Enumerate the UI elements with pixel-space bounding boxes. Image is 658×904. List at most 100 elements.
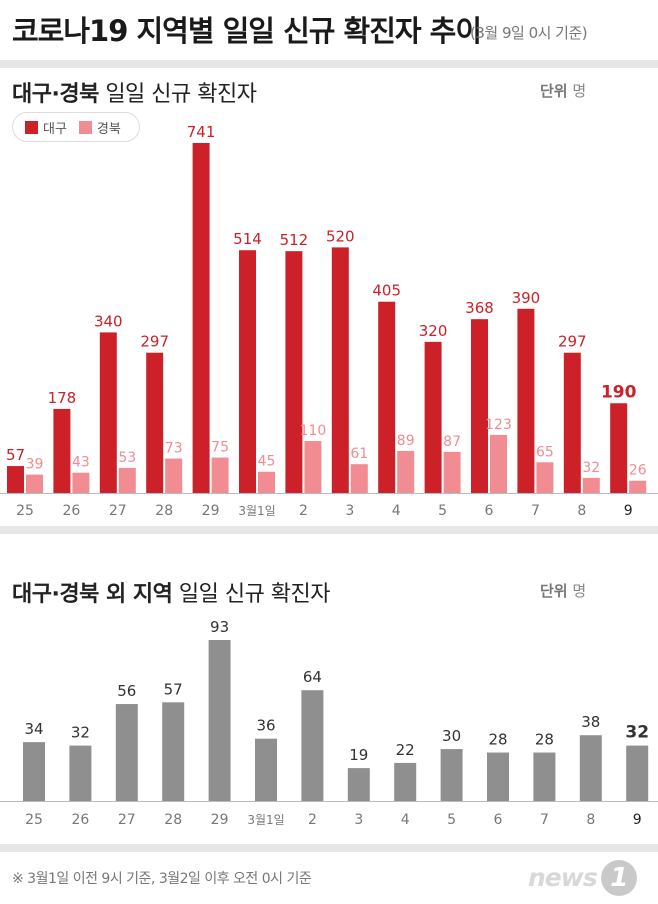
data-label-other: 57 — [164, 680, 183, 698]
panel1-unit: 단위 명 — [540, 82, 587, 100]
panel2-unit: 단위 명 — [540, 582, 587, 600]
bar-daegu — [331, 247, 349, 493]
bar-other — [394, 762, 417, 801]
data-label-other: 36 — [256, 717, 275, 735]
x-axis-line — [0, 801, 658, 802]
bar-other — [23, 742, 45, 801]
bar-other — [440, 749, 463, 801]
x-tick-label: 28 — [155, 503, 173, 519]
bar-gyeongbuk — [490, 434, 507, 493]
x-tick-label: 28 — [164, 812, 182, 828]
data-label-daegu: 390 — [512, 289, 541, 307]
legend-swatch-daegu — [25, 120, 38, 134]
x-tick-label: 8 — [577, 503, 586, 519]
data-label-other: 28 — [535, 731, 554, 749]
x-tick-label: 7 — [531, 503, 540, 519]
bar-daegu — [239, 250, 256, 493]
data-label-gyeongbuk: 26 — [629, 463, 647, 479]
data-label-gyeongbuk: 43 — [72, 455, 90, 471]
x-tick-label: 27 — [109, 503, 127, 519]
bar-gyeongbuk — [211, 457, 229, 493]
data-label-gyeongbuk: 123 — [485, 417, 512, 433]
x-tick-label: 3월1일 — [247, 813, 284, 827]
divider-band — [0, 844, 658, 852]
data-label-gyeongbuk: 53 — [118, 450, 136, 466]
data-label-other: 32 — [625, 723, 649, 743]
bar-gyeongbuk — [582, 477, 600, 493]
page-subtitle: (3월 9일 0시 기준) — [470, 24, 588, 42]
chart1-legend: 대구 경북 — [12, 112, 140, 142]
bar-daegu — [563, 352, 581, 493]
x-tick-label: 7 — [540, 812, 549, 828]
bar-gyeongbuk — [350, 464, 368, 493]
x-tick-label: 5 — [447, 812, 456, 828]
x-tick-label: 25 — [16, 503, 34, 519]
data-label-daegu: 178 — [48, 389, 77, 407]
bar-other — [487, 752, 509, 801]
data-label-other: 32 — [71, 724, 90, 742]
data-label-daegu: 340 — [94, 312, 123, 330]
x-tick-label: 4 — [401, 812, 410, 828]
data-label-daegu: 514 — [233, 230, 262, 248]
bar-gyeongbuk — [397, 450, 415, 493]
bar-daegu — [517, 308, 535, 493]
data-label-gyeongbuk: 87 — [443, 434, 461, 450]
data-label-daegu: 368 — [465, 299, 494, 317]
data-label-daegu: 520 — [326, 227, 355, 245]
bar-gyeongbuk — [118, 467, 136, 493]
bar-daegu — [471, 319, 488, 493]
data-label-daegu: 297 — [558, 333, 587, 351]
panel1-title: 대구·경북 일일 신규 확진자 — [12, 82, 257, 107]
bar-gyeongbuk — [26, 474, 43, 493]
data-label-daegu: 405 — [372, 282, 401, 300]
data-label-other: 64 — [303, 668, 322, 686]
x-tick-label: 3 — [345, 503, 354, 519]
x-tick-label: 2 — [299, 503, 308, 519]
data-label-gyeongbuk: 39 — [26, 457, 44, 473]
data-label-daegu: 741 — [187, 123, 216, 141]
x-tick-label: 27 — [118, 812, 136, 828]
x-tick-label: 9 — [624, 503, 633, 519]
divider-band — [0, 526, 658, 534]
data-label-gyeongbuk: 61 — [350, 446, 368, 462]
data-label-gyeongbuk: 75 — [211, 440, 229, 456]
bar-daegu — [99, 332, 117, 493]
bar-other — [347, 768, 370, 801]
bar-daegu — [7, 466, 24, 493]
divider-band — [0, 60, 658, 68]
x-tick-label: 3 — [354, 812, 363, 828]
bar-gyeongbuk — [165, 458, 183, 493]
x-axis-line — [0, 493, 658, 494]
bar-gyeongbuk — [258, 471, 275, 493]
data-label-daegu: 512 — [280, 231, 309, 249]
x-tick-label: 2 — [308, 812, 317, 828]
data-label-daegu: 320 — [419, 322, 448, 340]
x-tick-label: 3월1일 — [238, 504, 275, 518]
bar-daegu — [53, 408, 71, 493]
bar-gyeongbuk — [536, 462, 554, 493]
bar-other — [301, 690, 324, 801]
data-label-other: 19 — [349, 746, 368, 764]
bar-other — [69, 745, 92, 801]
bar-gyeongbuk — [443, 451, 461, 493]
x-tick-label: 6 — [494, 812, 503, 828]
legend-item-gyeongbuk: 경북 — [78, 118, 121, 137]
x-tick-label: 29 — [211, 812, 229, 828]
data-label-other: 34 — [24, 720, 43, 738]
bar-gyeongbuk — [629, 480, 647, 493]
bar-daegu — [610, 403, 628, 493]
x-tick-label: 25 — [25, 812, 43, 828]
bar-other — [208, 640, 231, 801]
legend-item-daegu: 대구 — [25, 118, 67, 137]
chart2-other-regions: 34253226562757289329363월1일64219322430528… — [0, 618, 658, 828]
bar-other — [579, 735, 602, 801]
data-label-gyeongbuk: 45 — [258, 454, 276, 470]
data-label-other: 56 — [117, 682, 136, 700]
bar-other — [533, 752, 556, 801]
bar-daegu — [285, 251, 303, 493]
data-label-gyeongbuk: 65 — [536, 444, 554, 460]
data-label-other: 28 — [488, 731, 507, 749]
bar-other — [626, 745, 649, 801]
x-tick-label: 29 — [202, 503, 220, 519]
x-tick-label: 9 — [633, 812, 642, 828]
